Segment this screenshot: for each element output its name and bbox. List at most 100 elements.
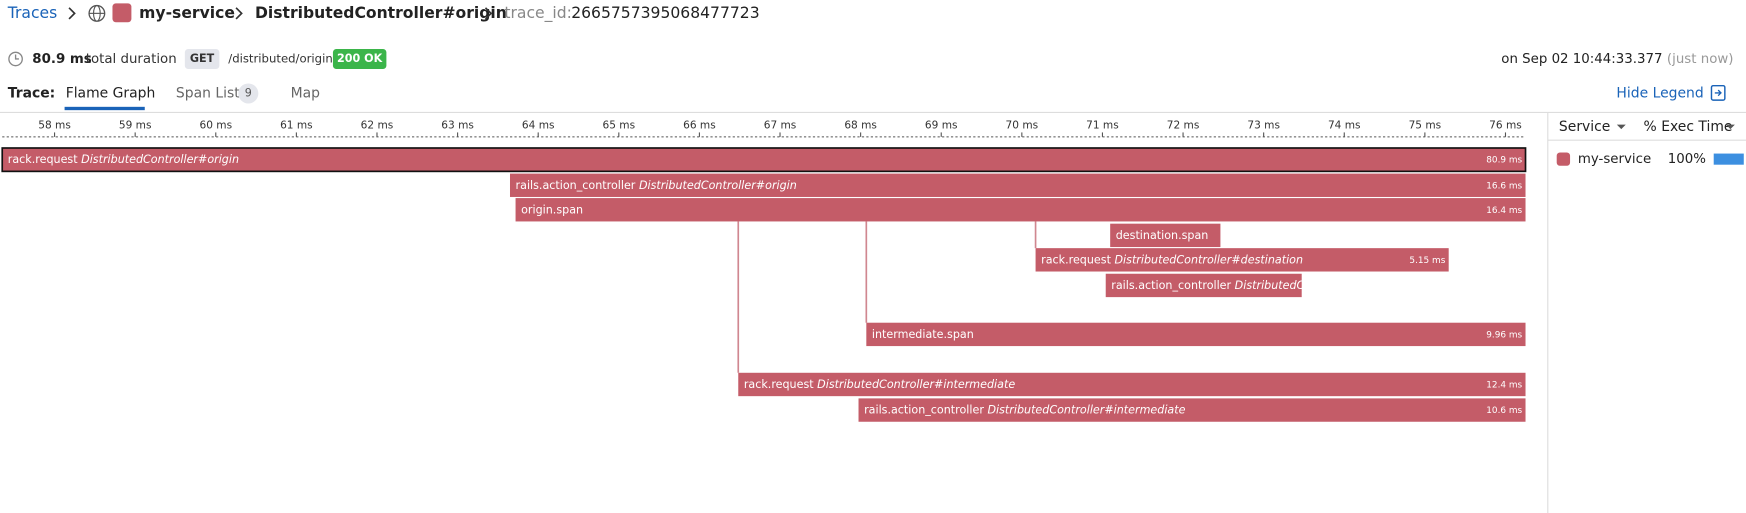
chevron: [484, 7, 493, 20]
tick-label: 70 ms: [1006, 120, 1039, 132]
breadcrumb-resource: DistributedController#origin: [255, 4, 507, 22]
caret: [1616, 124, 1626, 130]
span-duration: 16.6 ms: [1486, 181, 1522, 191]
span-bar[interactable]: [866, 322, 1526, 347]
service-color: [112, 3, 132, 23]
tick-label: 62 ms: [361, 120, 394, 132]
legend-service: my-service: [1578, 152, 1651, 167]
span-name: rack.request: [1041, 253, 1111, 266]
span-duration: 10.6 ms: [1486, 406, 1522, 416]
span-name: destination.span: [1116, 229, 1209, 242]
span-name: rails.action_controller: [1111, 279, 1231, 292]
tick-label: 76 ms: [1489, 120, 1522, 132]
relative-time: (just now): [1667, 52, 1734, 67]
span-label: rack.request DistributedController#origi…: [8, 153, 239, 166]
tab-count: 9: [245, 86, 252, 99]
status-badge: [332, 48, 387, 69]
method: GET: [190, 52, 215, 65]
tick-label: 71 ms: [1086, 120, 1119, 132]
duration-label: total duration: [86, 52, 177, 67]
span-duration: 16.4 ms: [1486, 206, 1522, 216]
path: /distributed/origin: [228, 51, 332, 65]
breadcrumb-service[interactable]: my-service: [139, 4, 235, 22]
flame-graph: rack.request DistributedController#origi…: [1, 147, 1527, 422]
span-duration: 5.15 ms: [1409, 256, 1445, 266]
span-duration: 9.96 ms: [1486, 330, 1522, 340]
caret: [1725, 124, 1735, 130]
tick-label: 58 ms: [38, 120, 71, 132]
span-bar[interactable]: [738, 372, 1526, 397]
tick-label: 74 ms: [1328, 120, 1361, 132]
span-label: origin.span: [521, 203, 583, 216]
clock-icon: [14, 54, 19, 60]
chevron: [68, 7, 76, 20]
legend-swatch: [1556, 152, 1571, 166]
method-badge: [184, 48, 220, 69]
tick-label: 60 ms: [199, 120, 232, 132]
tab[interactable]: Map: [291, 85, 321, 101]
tick-label: 65 ms: [603, 120, 636, 132]
span-resource: DistributedController#intermediate: [987, 404, 1185, 417]
span-label: rack.request DistributedController#inter…: [744, 378, 1016, 391]
tick-label: 63 ms: [441, 120, 474, 132]
legend-icon: [1714, 89, 1722, 97]
tick-label: 64 ms: [522, 120, 555, 132]
span-label: destination.span: [1116, 229, 1209, 242]
span-label: rails.action_controller DistributedContr…: [864, 404, 1186, 417]
tick-label: 59 ms: [119, 120, 152, 132]
tick-label: 67 ms: [764, 120, 797, 132]
tick-label: 66 ms: [683, 120, 716, 132]
legend-column[interactable]: % Exec Time: [1644, 119, 1733, 135]
span-resource: DistributedController#destination: [1114, 253, 1303, 266]
duration: 80.9 ms: [32, 52, 91, 67]
span-label: rails.action_controller DistributedC...: [1111, 279, 1315, 292]
span-duration: 12.4 ms: [1486, 381, 1522, 391]
chevron: [235, 7, 243, 20]
span-label: rack.request DistributedController#desti…: [1041, 253, 1303, 266]
span-name: rails.action_controller: [516, 179, 636, 192]
clock-icon: [8, 51, 23, 67]
tick-label: 68 ms: [844, 120, 877, 132]
legend-column[interactable]: Service: [1559, 119, 1610, 135]
tab[interactable]: Flame Graph: [66, 85, 156, 101]
exec-time-bar: [1713, 153, 1744, 165]
span-resource: DistributedController#origin: [639, 179, 797, 192]
tab-underline: [64, 106, 145, 111]
status: 200 OK: [337, 52, 383, 65]
legend-exec-time: 100%: [1668, 152, 1706, 167]
span-name: rails.action_controller: [864, 404, 984, 417]
tick-label: 69 ms: [925, 120, 958, 132]
tab[interactable]: Span List: [176, 85, 240, 101]
span-bar[interactable]: [509, 173, 1526, 197]
tabs-label: Trace:: [8, 85, 55, 101]
span-resource: DistributedController#origin: [81, 153, 239, 166]
trace-id: 2665757395068477723: [571, 4, 759, 22]
breadcrumb-root[interactable]: Traces: [7, 4, 57, 22]
span-bar[interactable]: [858, 398, 1526, 422]
span-bar[interactable]: [1110, 223, 1221, 248]
tick-label: 61 ms: [280, 120, 313, 132]
span-name: intermediate.span: [872, 328, 974, 341]
span-duration: 80.9 ms: [1486, 156, 1522, 166]
legend-icon[interactable]: [1710, 84, 1726, 101]
span-bar[interactable]: [1035, 248, 1449, 272]
tick-label: 72 ms: [1167, 120, 1200, 132]
span-resource: DistributedC...: [1235, 279, 1315, 292]
span-bar[interactable]: [515, 198, 1526, 222]
span-label: rails.action_controller DistributedContr…: [516, 179, 797, 192]
hide-legend[interactable]: Hide Legend: [1616, 85, 1703, 101]
span-label: intermediate.span: [872, 328, 974, 341]
tick-label: 75 ms: [1409, 120, 1442, 132]
timestamp: on Sep 02 10:44:33.377: [1501, 52, 1662, 67]
span-name: origin.span: [521, 203, 583, 216]
count-badge: [238, 83, 259, 104]
span-bar[interactable]: [1, 147, 1527, 173]
span-resource: DistributedController#intermediate: [817, 378, 1015, 391]
trace-id-label: trace_id:: [504, 4, 571, 23]
tick-label: 73 ms: [1247, 120, 1280, 132]
span-name: rack.request: [8, 153, 78, 166]
span-bar[interactable]: [1105, 273, 1302, 298]
span-name: rack.request: [744, 378, 814, 391]
